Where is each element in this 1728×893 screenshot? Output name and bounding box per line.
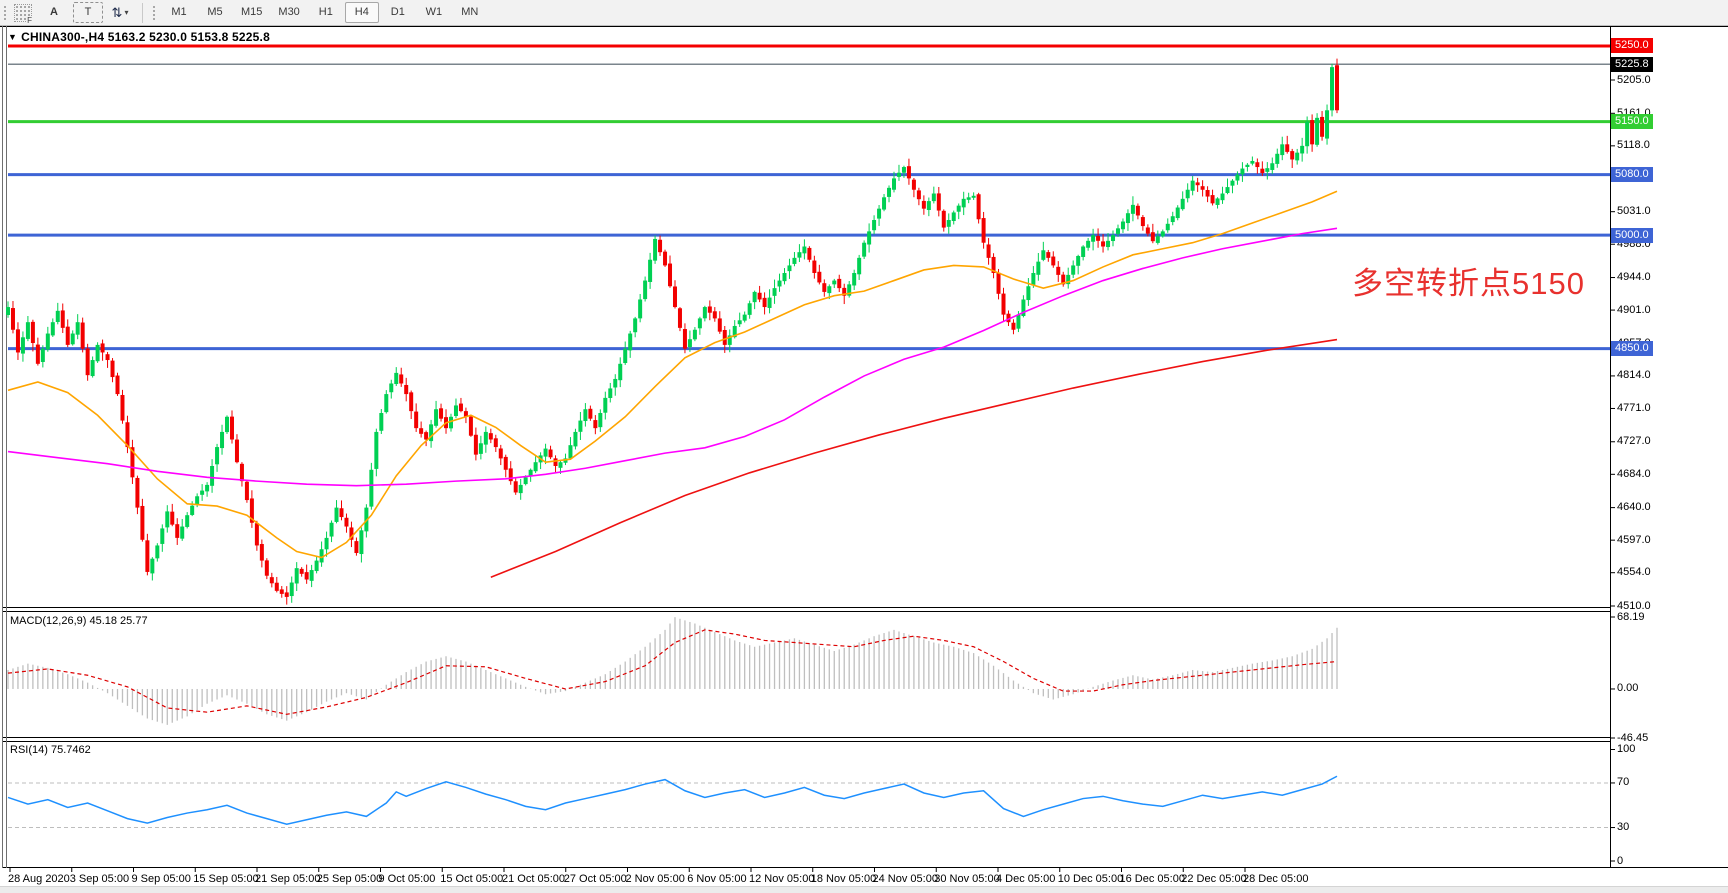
time-axis-label: 27 Oct 05:00 [563, 873, 627, 885]
time-axis-label: 21 Oct 05:00 [502, 873, 565, 885]
rsi-line [7, 775, 1338, 825]
chevron-down-icon: ▾ [124, 8, 129, 17]
time-axis-label: 6 Nov 05:00 [687, 873, 747, 885]
cursor-tools-dropdown-button[interactable]: ⇅ ▾ [105, 2, 135, 23]
time-axis-label: 15 Sep 05:00 [193, 873, 259, 885]
text-tool-button[interactable]: T [73, 2, 103, 23]
time-axis-label: 22 Dec 05:00 [1181, 873, 1247, 885]
price-axis-label: 4944.0 [1617, 271, 1651, 284]
grid-properties-icon[interactable]: F [14, 3, 33, 25]
ma-mid-line [7, 227, 1338, 487]
macd-signal-line [7, 629, 1338, 715]
price-axis-label: 4727.0 [1617, 435, 1651, 448]
time-axis-label: 25 Sep 05:00 [316, 873, 383, 885]
timeframe-m15-button[interactable]: M15 [241, 6, 263, 18]
rsi-indicator-label: RSI(14) 75.7462 [10, 744, 91, 756]
price-axis-label: 5205.0 [1617, 73, 1651, 86]
macd-axis-label: 0.00 [1617, 682, 1639, 695]
timeframe-mn-button[interactable]: MN [461, 6, 479, 18]
time-axis-label: 18 Nov 05:00 [810, 873, 877, 885]
price-axis-label: 4554.0 [1617, 566, 1651, 579]
toolbar-drag-handle[interactable] [3, 4, 8, 21]
price-level-badge: 5000.0 [1611, 227, 1653, 243]
timeframe-m5-button[interactable]: M5 [207, 6, 223, 18]
macd-indicator-label: MACD(12,26,9) 45.18 25.77 [10, 615, 148, 627]
time-axis-label: 3 Sep 05:00 [69, 873, 130, 885]
timeframe-w1-button[interactable]: W1 [425, 6, 443, 18]
price-axis-label: 5118.0 [1617, 139, 1650, 152]
price-axis-label: 4510.0 [1617, 599, 1651, 612]
macd-axis-label: -46.45 [1617, 731, 1649, 744]
timeframe-h1-button[interactable]: H1 [318, 6, 333, 18]
toolbar-separator [142, 2, 143, 23]
price-axis-label: 5031.0 [1617, 205, 1651, 218]
time-axis-label: 9 Sep 05:00 [131, 873, 191, 885]
time-axis-label: 30 Nov 05:00 [934, 873, 1000, 885]
timeframe-group-handle[interactable] [152, 4, 157, 21]
price-axis-label: 4597.0 [1617, 533, 1651, 546]
price-level-badge: 5080.0 [1611, 167, 1653, 183]
price-axis-label: 4901.0 [1617, 303, 1651, 316]
rsi-axis-label: 30 [1617, 821, 1630, 834]
grid-f-label: F [26, 15, 33, 25]
status-strip [0, 886, 1728, 893]
macd-axis-label: 68.19 [1617, 610, 1645, 623]
chart-title: ▼ CHINA300-,H4 5163.2 5230.0 5153.8 5225.… [8, 30, 270, 44]
price-axis-label: 4814.0 [1617, 369, 1651, 382]
symbol-dropdown-icon[interactable]: ▼ [8, 32, 18, 42]
ma-fast-line [7, 190, 1338, 559]
timeframe-d1-button[interactable]: D1 [390, 6, 405, 18]
time-axis-label: 2 Nov 05:00 [625, 873, 685, 885]
time-axis-label: 21 Sep 05:00 [255, 873, 321, 885]
candlesticks [6, 58, 1339, 605]
time-axis-label: 12 Nov 05:00 [749, 873, 815, 885]
time-axis-label: 9 Oct 05:00 [378, 873, 436, 885]
toolbar: F A T ⇅ ▾ M1 M5 M15 M30 H1 H4 D1 W1 MN [0, 0, 1728, 26]
rsi-axis-label: 0 [1617, 854, 1624, 867]
time-axis-label: 24 Nov 05:00 [872, 873, 938, 885]
price-level-badge: 5150.0 [1611, 114, 1653, 130]
time-axis-label: 28 Dec 05:00 [1243, 873, 1309, 885]
time-axis-label: 28 Aug 2020 [8, 873, 70, 885]
macd-histogram [7, 617, 1338, 725]
time-axis-label: 10 Dec 05:00 [1057, 873, 1124, 885]
rsi-axis-label: 100 [1617, 743, 1636, 755]
timeframe-m1-button[interactable]: M1 [171, 6, 187, 18]
chart-title-text: CHINA300-,H4 5163.2 5230.0 5153.8 5225.8 [21, 30, 270, 44]
price-level-badge: 4850.0 [1611, 341, 1653, 357]
timeframe-h4-button[interactable]: H4 [344, 2, 379, 23]
rsi-axis-label: 70 [1617, 776, 1630, 789]
price-axis-label: 4771.0 [1617, 401, 1651, 414]
time-axis-label: 16 Dec 05:00 [1119, 873, 1185, 885]
time-axis-label: 4 Dec 05:00 [996, 873, 1056, 885]
time-axis-label: 15 Oct 05:00 [440, 873, 504, 885]
text-label-tool-button[interactable]: A [50, 6, 58, 18]
current-price-badge: 5225.8 [1611, 56, 1653, 72]
price-axis-label: 4684.0 [1617, 467, 1651, 480]
chart-annotation-text: 多空转折点5150 [1352, 266, 1585, 301]
timeframe-m30-button[interactable]: M30 [278, 6, 300, 18]
ma-slow-line [490, 338, 1338, 578]
price-level-badge: 5250.0 [1611, 38, 1653, 54]
price-axis-label: 4640.0 [1617, 501, 1651, 514]
arrows-icon: ⇅ [111, 5, 123, 20]
